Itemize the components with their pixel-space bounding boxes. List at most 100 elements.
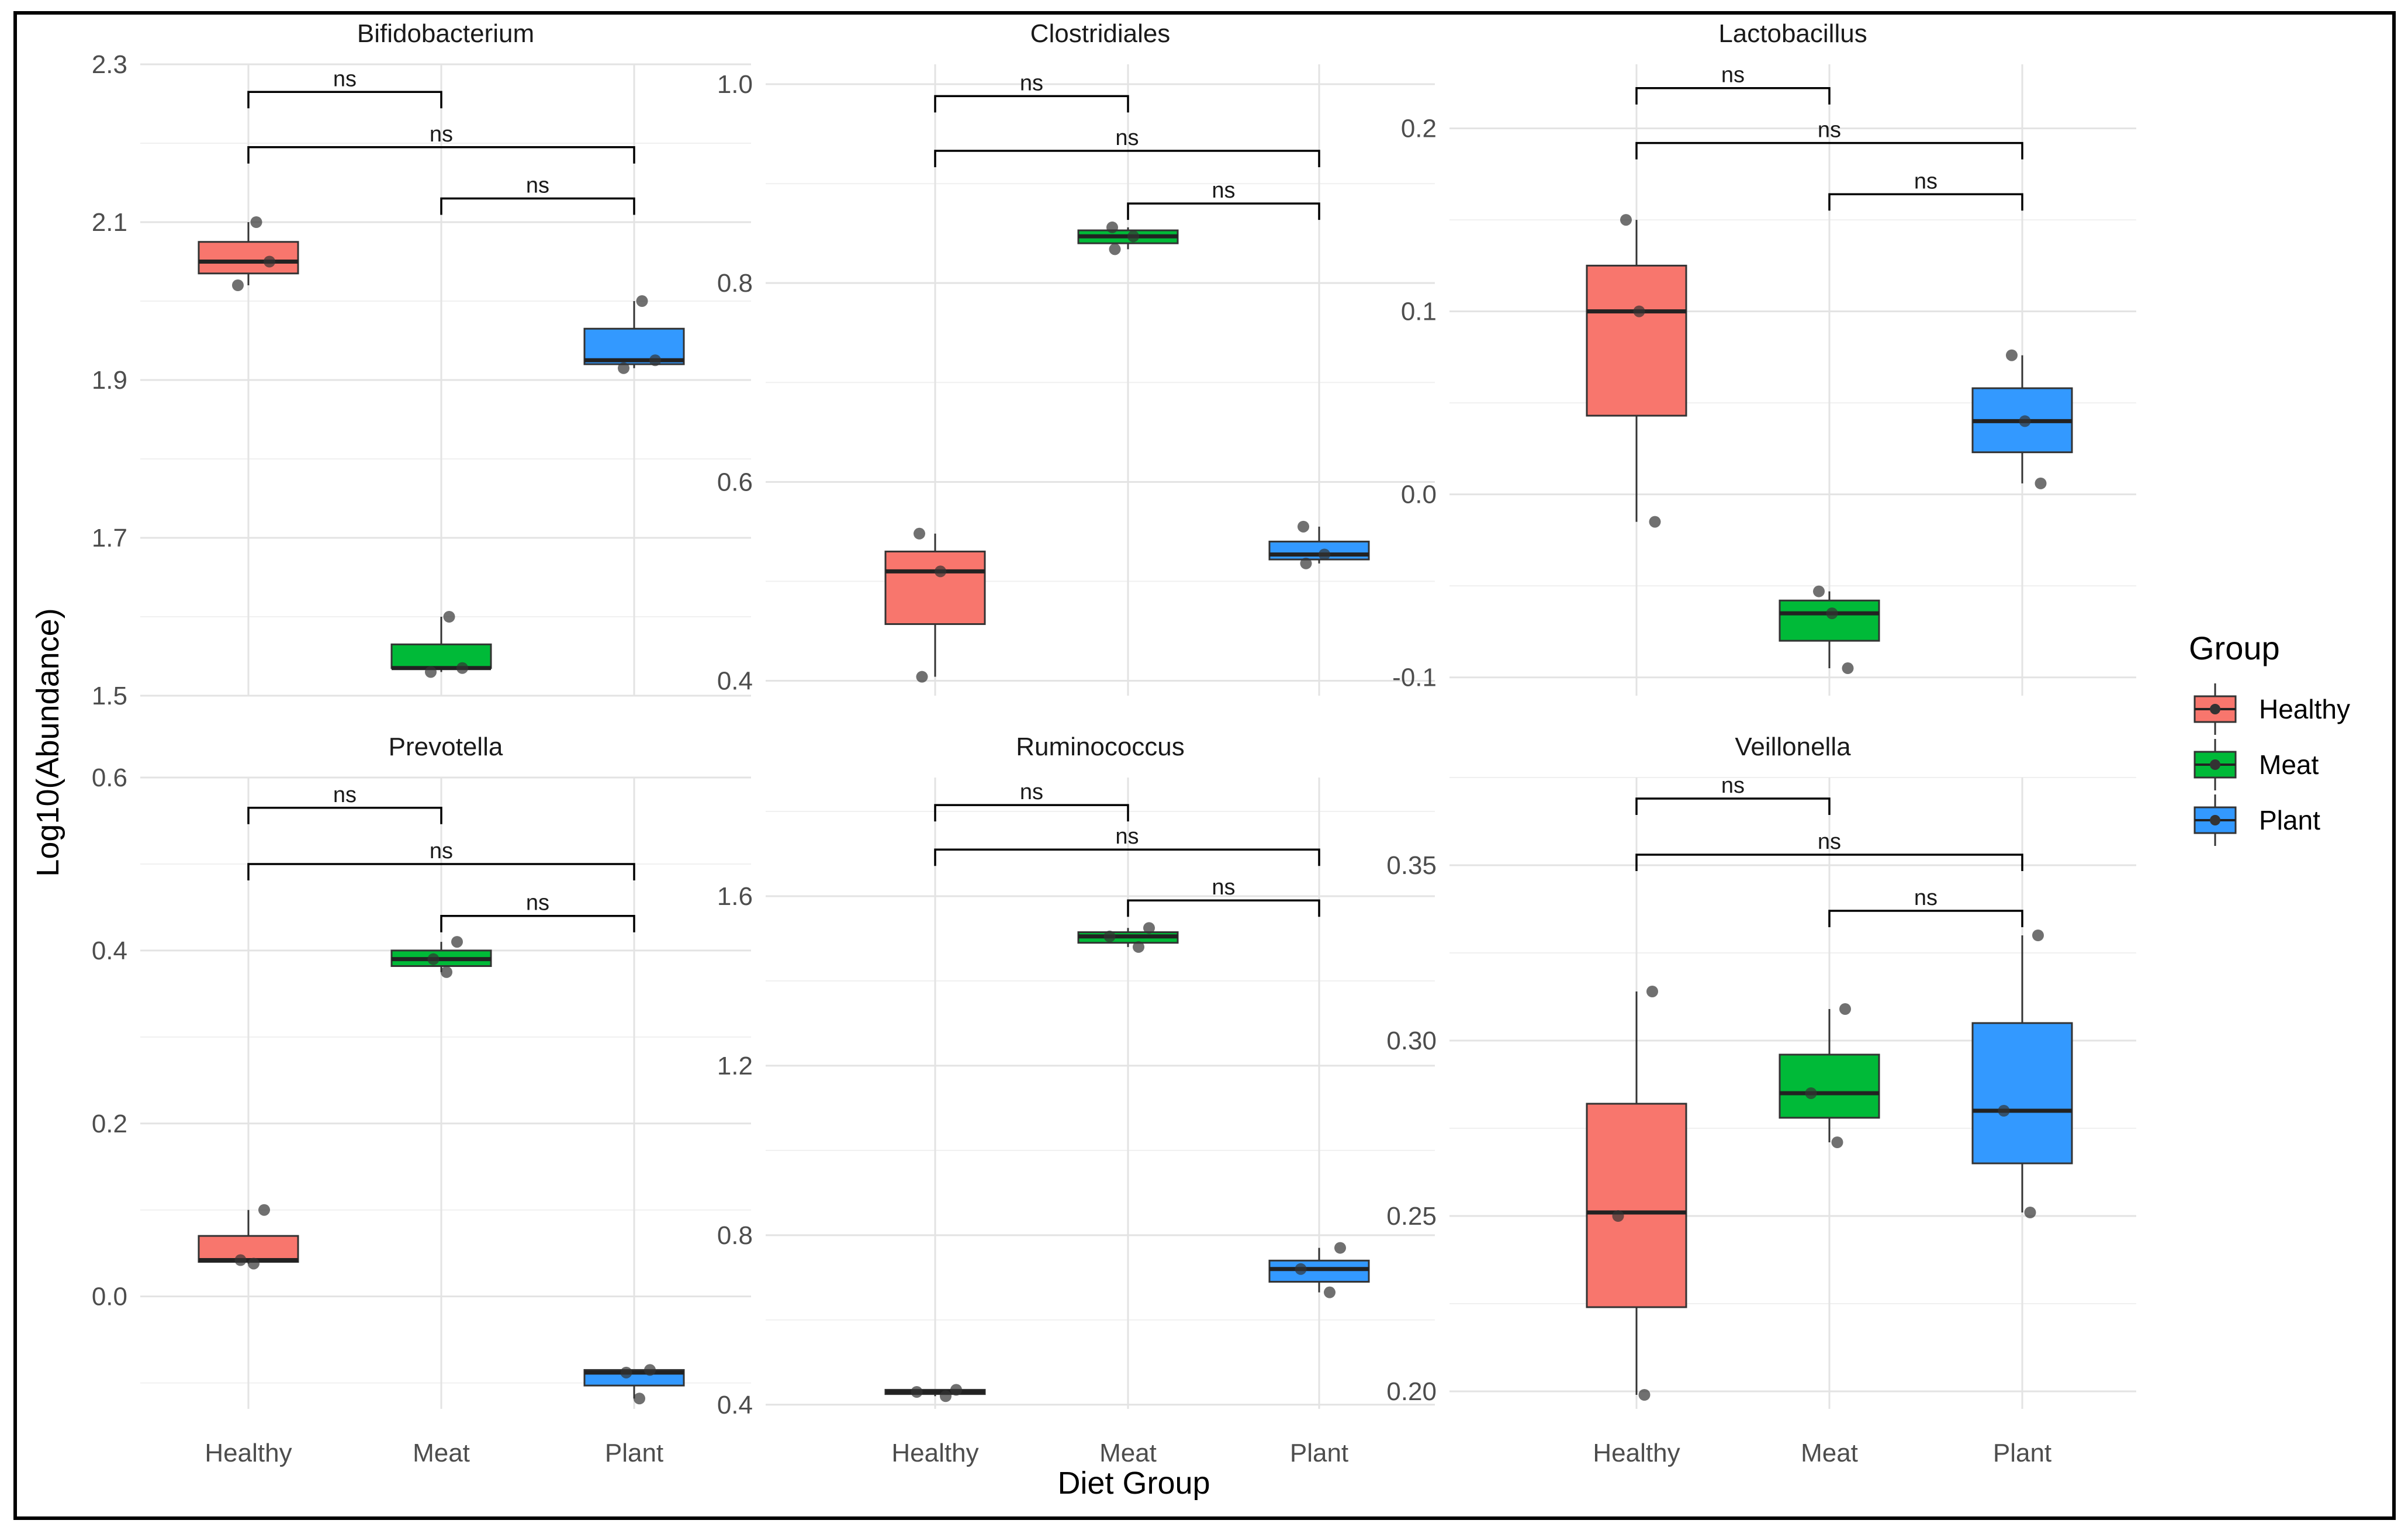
significance-label: ns: [1721, 773, 1745, 798]
x-tick-label-plant: Plant: [605, 1439, 663, 1467]
x-tick-label-meat: Meat: [1099, 1439, 1157, 1467]
bracket-line: [1635, 87, 1831, 105]
y-tick-label: 0.6: [92, 763, 127, 792]
data-point: [248, 1257, 260, 1270]
significance-bracket: ns: [1635, 63, 1831, 105]
data-point: [234, 1254, 247, 1266]
significance-bracket: ns: [1127, 178, 1320, 220]
data-point: [1133, 941, 1144, 953]
legend-key-point: [2210, 815, 2220, 825]
y-tick-label: 0.4: [717, 666, 753, 695]
data-point: [1300, 557, 1312, 569]
data-point: [1295, 1263, 1307, 1275]
data-point: [441, 966, 452, 978]
y-tick-label: 0.8: [717, 269, 753, 298]
significance-label: ns: [526, 174, 549, 198]
y-tick-label: 1.2: [717, 1052, 753, 1080]
data-point: [2019, 415, 2031, 427]
box-healthy: [198, 216, 299, 291]
legend-item-healthy: Healthy: [2194, 683, 2350, 735]
significance-bracket: ns: [247, 839, 635, 880]
box-plant: [583, 295, 685, 374]
bracket-line: [934, 150, 1320, 167]
bracket-line: [934, 848, 1320, 866]
bracket-line: [247, 91, 442, 109]
significance-label: ns: [333, 67, 357, 91]
bracket-line: [1635, 141, 2023, 160]
x-tick-label-healthy: Healthy: [205, 1439, 292, 1467]
figure-frame: [13, 11, 2396, 1520]
significance-label: ns: [1212, 875, 1235, 900]
data-point: [232, 279, 244, 291]
box-healthy: [884, 527, 986, 683]
significance-label: ns: [1914, 886, 1938, 910]
data-point: [425, 666, 437, 678]
box-body: [1971, 1022, 2073, 1165]
data-point: [914, 527, 925, 540]
data-point: [1319, 548, 1330, 561]
y-tick-label: 0.8: [717, 1221, 753, 1250]
facet-panel-veillonella: Veillonella 0.20 0.25 0.30 0.35 Healthy Meat Pl…: [1386, 733, 2136, 1467]
y-tick-label: 2.1: [92, 208, 127, 237]
significance-bracket: ns: [247, 67, 442, 109]
data-point: [2035, 477, 2047, 489]
bracket-line: [1635, 854, 2023, 871]
box-body: [198, 241, 299, 275]
bracket-line: [1828, 193, 2023, 211]
facet-title-prevotella: Prevotella: [389, 733, 503, 761]
significance-bracket: ns: [1635, 830, 2023, 871]
x-axis-title: Diet Group: [1057, 1466, 1210, 1501]
data-point: [427, 953, 440, 965]
significance-label: ns: [1212, 178, 1235, 203]
data-point: [649, 354, 661, 367]
data-point: [443, 611, 455, 623]
legend-label-plant: Plant: [2259, 805, 2320, 835]
bracket-line: [440, 197, 635, 215]
significance-bracket: ns: [1635, 118, 2023, 160]
significance-label: ns: [430, 122, 453, 147]
y-tick-label: 1.7: [92, 524, 127, 552]
significance-bracket: ns: [247, 122, 635, 164]
data-point: [916, 671, 928, 683]
data-point: [618, 362, 629, 374]
legend-item-meat: Meat: [2194, 739, 2319, 790]
facet-panels: Bifidobacterium1.51.71.92.12.3nsnsnsClos…: [92, 19, 2136, 1467]
box-plant: [583, 1364, 685, 1405]
significance-bracket: ns: [934, 71, 1129, 113]
data-point: [1334, 1242, 1346, 1254]
data-point: [264, 255, 275, 268]
data-point: [1633, 305, 1645, 317]
data-point: [1649, 516, 1661, 528]
legend-title: Group: [2189, 630, 2280, 666]
data-point: [2032, 930, 2044, 941]
y-tick-label: 2.3: [92, 50, 127, 79]
data-point: [1831, 1136, 1843, 1148]
significance-bracket: ns: [440, 891, 635, 932]
data-point: [258, 1204, 270, 1216]
y-axis-title: Log10(Abundance): [30, 608, 65, 876]
y-tick-label: 1.9: [92, 366, 127, 395]
y-tick-label: 0.30: [1386, 1027, 1437, 1055]
box-plant: [1268, 1242, 1370, 1298]
data-point: [1620, 214, 1632, 226]
box-healthy: [1586, 214, 1687, 528]
data-point: [1127, 230, 1139, 243]
box-body: [884, 550, 986, 626]
data-point: [940, 1390, 952, 1402]
significance-label: ns: [1721, 63, 1745, 88]
x-tick-label-healthy: Healthy: [1593, 1439, 1680, 1467]
bracket-line: [440, 914, 635, 932]
data-point: [1998, 1105, 2010, 1117]
box-body: [1586, 264, 1687, 417]
significance-bracket: ns: [1828, 886, 2023, 927]
data-point: [1324, 1286, 1336, 1298]
data-point: [644, 1364, 656, 1376]
bracket-line: [247, 807, 442, 824]
box-meat: [390, 936, 492, 978]
significance-bracket: ns: [247, 783, 442, 824]
box-meat: [1077, 922, 1179, 953]
data-point: [1839, 1003, 1851, 1015]
bracket-line: [1635, 797, 1831, 815]
data-point: [911, 1386, 923, 1398]
